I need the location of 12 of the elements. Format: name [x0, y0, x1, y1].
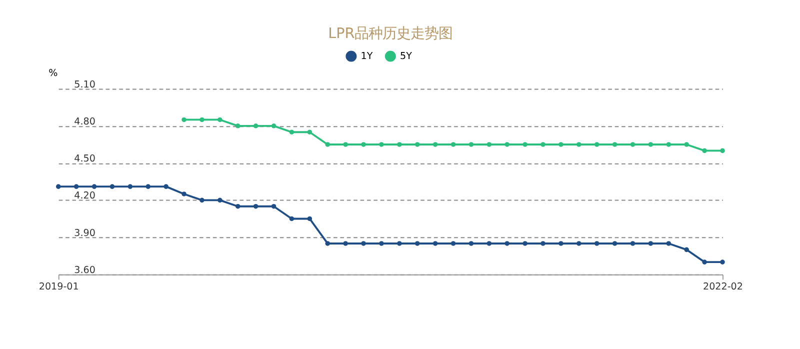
x-tick-label: 2019-01 [38, 281, 79, 292]
legend-label: 1Y [360, 51, 373, 62]
y-tick-label: 3.60 [74, 265, 96, 276]
y-axis-title: % [48, 68, 58, 79]
y-tick-label: 4.50 [74, 154, 96, 165]
x-tick-label: 2022-02 [703, 281, 743, 292]
y-tick-label: 4.20 [74, 190, 96, 202]
legend-label: 5Y [400, 51, 412, 62]
y-tick-label: 3.90 [74, 228, 96, 239]
chart-title: LPR品种历史走势图 [328, 26, 453, 42]
y-tick-label: 4.80 [74, 116, 96, 128]
y-tick-label: 5.10 [74, 79, 96, 90]
